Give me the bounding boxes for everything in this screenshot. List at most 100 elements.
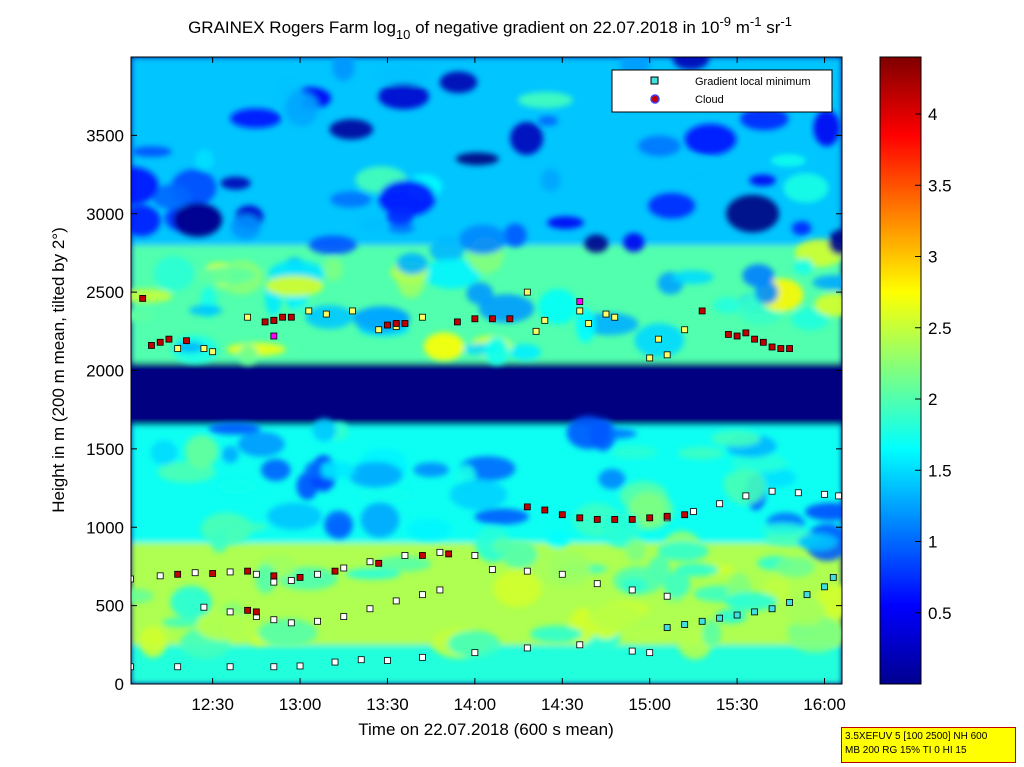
y-axis: 0 500 1000 1500 2000 2500 3000 3500: [86, 126, 842, 694]
texture-patch: [175, 341, 205, 353]
heatmap-texture: [131, 57, 842, 660]
marker-gradient-minimum: [174, 345, 182, 352]
marker-gradient-minimum: [340, 564, 348, 572]
texture-patch: [304, 462, 323, 479]
marker-cloud: [287, 313, 295, 321]
marker-cloud: [558, 511, 566, 519]
marker-cloud: [768, 343, 776, 351]
texture-patch: [501, 540, 538, 569]
texture-patch: [439, 71, 478, 94]
marker-cloud: [375, 559, 383, 567]
texture-patch: [812, 275, 842, 290]
texture-patch: [222, 522, 268, 533]
texture-patch: [348, 461, 403, 488]
y-tick-label: 2500: [86, 283, 124, 302]
texture-patch: [509, 344, 542, 361]
colorbar-tick-label: 0.5: [928, 604, 952, 623]
marker-cloud: [611, 516, 619, 523]
marker-gradient-minimum: [786, 599, 793, 606]
marker-cloud: [777, 345, 785, 352]
marker-gradient-minimum: [663, 351, 671, 359]
marker-cloud: [165, 335, 173, 343]
marker-gradient-minimum: [270, 616, 278, 624]
marker-gradient-minimum: [663, 624, 671, 631]
x-axis: 12:30 13:00 13:30 14:00 14:30 15:00 15:30 16:00: [191, 57, 846, 714]
marker-cloud: [523, 503, 531, 511]
marker-cloud: [139, 294, 147, 302]
texture-patch: [131, 146, 172, 157]
marker-cloud: [419, 552, 426, 559]
texture-patch: [770, 154, 807, 167]
marker-gradient-minimum: [366, 558, 374, 566]
marker-gradient-minimum: [252, 570, 260, 578]
colorbar-tick-label: 2.5: [928, 319, 952, 338]
texture-patch: [238, 344, 258, 366]
marker-gradient-minimum: [532, 327, 540, 335]
texture-patch: [455, 152, 500, 166]
texture-patch: [540, 168, 561, 192]
marker-gradient-minimum: [226, 568, 234, 576]
colorbar-tick-label: 2: [928, 390, 937, 409]
texture-patch: [625, 538, 647, 563]
marker-gradient-minimum: [716, 500, 724, 508]
y-tick-label: 3000: [86, 205, 124, 224]
legend-marker-gradient-minimum: [650, 76, 659, 85]
texture-patch: [386, 208, 414, 226]
marker-gradient-minimum: [296, 662, 304, 670]
texture-patch: [814, 293, 842, 317]
colorbar-tick-label: 1: [928, 533, 937, 552]
texture-patch: [345, 568, 401, 580]
marker-gradient-minimum: [523, 644, 531, 652]
marker-gradient-minimum: [340, 613, 348, 620]
marker-gradient-minimum: [471, 552, 479, 559]
chart-title: GRAINEX Rogers Farm log10 of negative gr…: [188, 14, 792, 42]
marker-gradient-minimum: [226, 663, 234, 671]
texture-patch: [318, 461, 356, 480]
texture-patch: [308, 235, 357, 255]
texture-patch: [230, 108, 282, 129]
marker-gradient-minimum: [287, 577, 295, 584]
texture-patch: [548, 550, 591, 587]
texture-patch: [332, 57, 355, 82]
texture-patch: [493, 569, 542, 608]
texture-patch: [537, 288, 578, 325]
marker-gradient-minimum: [191, 569, 199, 577]
marker-cloud: [681, 511, 689, 519]
y-tick-label: 1000: [86, 518, 124, 537]
texture-patch: [713, 297, 741, 314]
marker-layer: [131, 288, 842, 671]
texture-patch: [284, 92, 319, 126]
marker-cloud: [331, 567, 339, 575]
x-axis-label: Time on 22.07.2018 (600 s mean): [358, 720, 613, 739]
texture-patch: [255, 563, 277, 594]
legend: Gradient local minimum Cloud: [611, 69, 833, 113]
title-part-4: sr: [761, 18, 780, 37]
marker-gradient-minimum: [270, 663, 278, 671]
texture-patch: [329, 119, 374, 140]
marker-gradient-minimum: [523, 567, 531, 575]
marker-gradient-minimum: [419, 313, 426, 321]
x-tick-label: 13:30: [366, 695, 409, 714]
texture-patch: [423, 258, 481, 289]
marker-gradient-minimum: [384, 657, 391, 664]
plot-area: [131, 57, 842, 684]
texture-patch: [587, 604, 640, 630]
y-tick-label: 1500: [86, 440, 124, 459]
marker-gradient-minimum: [156, 572, 164, 580]
texture-patch: [677, 446, 725, 460]
marker-cloud: [576, 298, 584, 305]
texture-patch: [759, 523, 805, 535]
texture-patch: [153, 255, 195, 292]
title-subscript: 10: [396, 27, 410, 42]
texture-patch: [584, 234, 609, 253]
title-part-2: of negative gradient on 22.07.2018 in 10: [410, 18, 719, 37]
texture-patch: [378, 83, 430, 110]
texture-patch: [657, 541, 709, 562]
x-tick-label: 13:00: [279, 695, 322, 714]
texture-patch: [312, 418, 337, 442]
x-tick-label: 15:00: [628, 695, 671, 714]
legend-label-cloud: Cloud: [695, 94, 724, 106]
marker-gradient-minimum: [681, 326, 689, 334]
marker-cloud: [786, 345, 793, 352]
